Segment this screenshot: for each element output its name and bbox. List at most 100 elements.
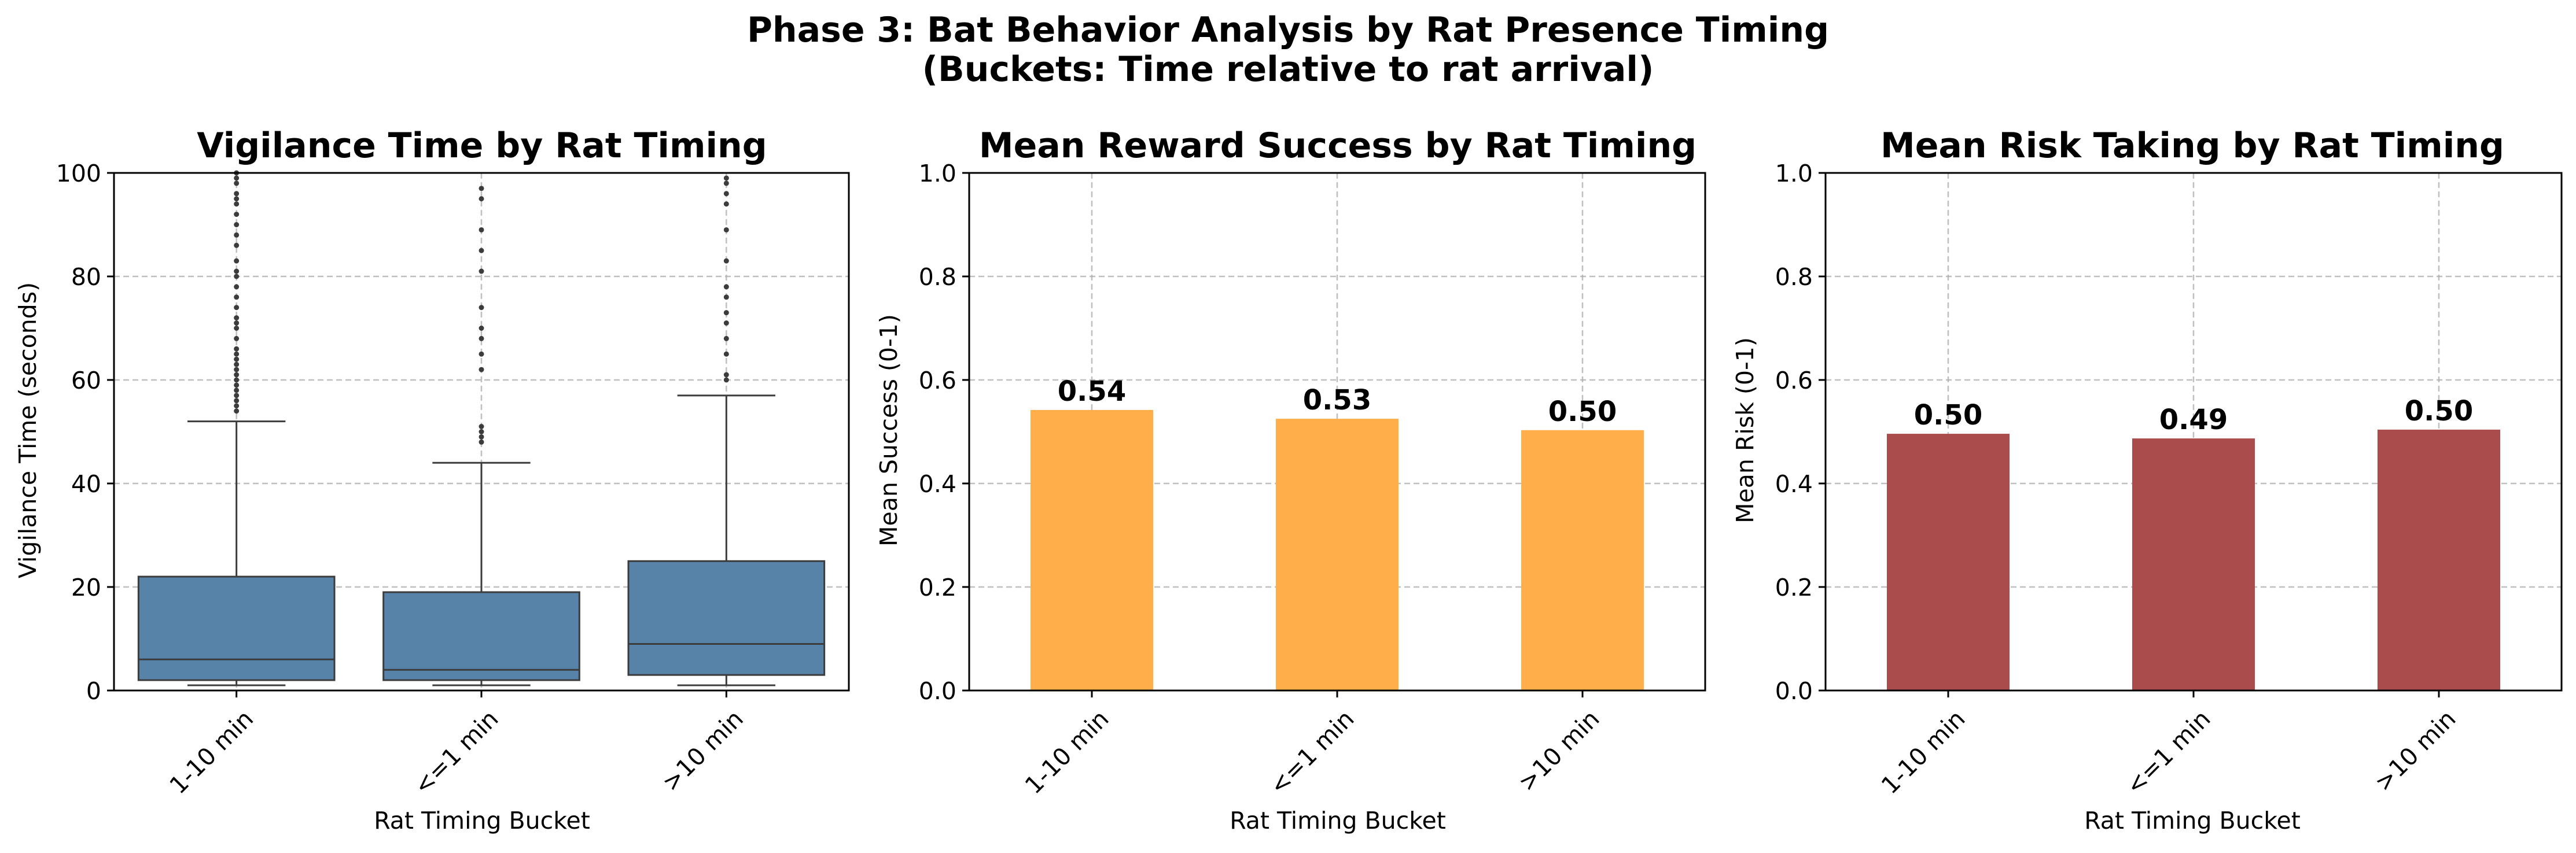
box-outlier-point	[723, 227, 729, 232]
box-outlier-point	[479, 305, 484, 311]
box-outlier-point	[234, 175, 240, 181]
box-outlier-point	[234, 351, 240, 357]
bar-value-label: 0.50	[2405, 395, 2473, 427]
x-tick-label: 1-10 min	[1876, 705, 1971, 800]
box-outlier-point	[234, 284, 240, 290]
box-outlier-point	[479, 335, 484, 341]
x-tick-label: <=1 min	[2121, 705, 2216, 800]
y-tick-label: 0.2	[1775, 574, 1813, 601]
panel-vigilance: Vigilance Time by Rat Timing Rat Timing …	[14, 125, 850, 834]
y-tick-label: 0.0	[919, 677, 956, 705]
box-outlier-point	[234, 320, 240, 326]
x-tick-label: 1-10 min	[164, 705, 259, 800]
y-tick-label: 40	[71, 470, 101, 498]
box-outlier-point	[479, 439, 484, 445]
x-axis-label: Rat Timing Bucket	[374, 807, 590, 834]
box-outlier-point	[234, 242, 240, 248]
bar	[1521, 430, 1644, 690]
box-outlier-point	[723, 372, 729, 378]
y-tick-label: 1.0	[919, 160, 956, 187]
y-axis-label: Mean Risk (0-1)	[1731, 337, 1759, 523]
box-outlier-point	[723, 377, 729, 383]
y-tick-label: 0.4	[1775, 470, 1813, 498]
box-outlier-point	[723, 258, 729, 264]
box-outlier-point	[234, 356, 240, 362]
panel-reward-success: Mean Reward Success by Rat Timing Rat Ti…	[875, 125, 1706, 834]
y-tick-label: 0.0	[1775, 677, 1813, 705]
y-tick-label: 0.8	[1775, 263, 1813, 291]
x-tick-label: >10 min	[657, 705, 749, 797]
box-outlier-point	[723, 335, 729, 341]
bar-value-label: 0.50	[1914, 399, 1982, 431]
box-outlier-point	[234, 372, 240, 378]
bar	[1276, 419, 1399, 690]
panel-title: Vigilance Time by Rat Timing	[197, 125, 767, 166]
box-outlier-point	[234, 258, 240, 264]
bar	[2378, 429, 2500, 690]
y-tick-label: 0.4	[919, 470, 956, 498]
box-iqr	[627, 560, 826, 676]
bar-value-label: 0.49	[2159, 404, 2228, 436]
box-outlier-point	[479, 429, 484, 434]
box-outlier-point	[479, 326, 484, 331]
x-axis-label: Rat Timing Bucket	[2084, 807, 2301, 834]
box-outlier-point	[723, 320, 729, 326]
y-tick-label: 0	[86, 677, 101, 705]
bar-value-label: 0.50	[1548, 396, 1617, 428]
box-outlier-point	[234, 403, 240, 409]
box-outlier-point	[723, 351, 729, 357]
box-outlier-point	[479, 196, 484, 202]
y-axis-label: Mean Success (0-1)	[875, 314, 903, 546]
box-outlier-point	[723, 175, 729, 181]
box-iqr	[382, 591, 580, 681]
suptitle-line-2: (Buckets: Time relative to rat arrival)	[922, 49, 1654, 90]
y-tick-label: 100	[56, 160, 101, 187]
x-axis-label: Rat Timing Bucket	[1230, 807, 1446, 834]
box-outlier-point	[234, 305, 240, 311]
x-tick-label: <=1 min	[409, 705, 504, 800]
box-outlier-point	[479, 351, 484, 357]
box-outlier-point	[234, 408, 240, 414]
box-outlier-point	[234, 294, 240, 300]
box-outlier-point	[234, 315, 240, 321]
y-axis-label: Vigilance Time (seconds)	[14, 282, 42, 578]
box-outlier-point	[723, 180, 729, 186]
suptitle-line-1: Phase 3: Bat Behavior Analysis by Rat Pr…	[747, 10, 1829, 50]
box-outlier-point	[723, 201, 729, 207]
box-outlier-point	[234, 377, 240, 383]
box-outlier-point	[234, 367, 240, 372]
box-outlier-point	[479, 434, 484, 440]
y-tick-label: 0.8	[919, 263, 956, 291]
box-outlier-point	[479, 424, 484, 430]
panel-risk-taking: Mean Risk Taking by Rat Timing Rat Timin…	[1731, 125, 2563, 834]
box-outlier-point	[234, 335, 240, 341]
x-tick-label: 1-10 min	[1020, 705, 1114, 800]
box-outlier-point	[479, 248, 484, 253]
y-tick-label: 60	[71, 367, 101, 394]
box-outlier-point	[723, 191, 729, 197]
box-outlier-point	[479, 367, 484, 372]
box-outlier-point	[479, 186, 484, 191]
bar	[1887, 434, 2010, 690]
box-outlier-point	[479, 227, 484, 232]
box-outlier-point	[234, 382, 240, 388]
box-outlier-point	[234, 268, 240, 274]
box-outlier-point	[234, 212, 240, 217]
box-outlier-point	[234, 180, 240, 186]
bar	[1031, 409, 1153, 690]
box-outlier-point	[234, 201, 240, 207]
y-tick-label: 20	[71, 574, 101, 601]
box-outlier-point	[723, 294, 729, 300]
y-tick-label: 0.2	[919, 574, 956, 601]
panel-title: Mean Risk Taking by Rat Timing	[1881, 125, 2504, 166]
x-tick-label: <=1 min	[1264, 705, 1360, 800]
box-outlier-point	[234, 387, 240, 393]
box-outlier-point	[723, 310, 729, 316]
y-tick-label: 0.6	[1775, 367, 1813, 394]
bar	[2132, 438, 2255, 690]
box-outlier-point	[723, 284, 729, 290]
box-outlier-point	[234, 222, 240, 227]
box-outlier-point	[234, 346, 240, 352]
panel-title: Mean Reward Success by Rat Timing	[979, 125, 1697, 166]
